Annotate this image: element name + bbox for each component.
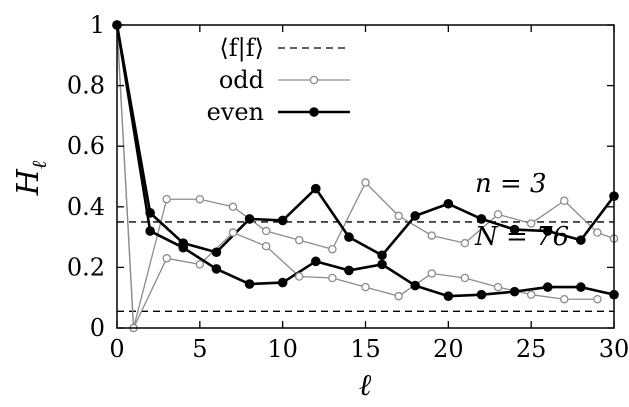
y-tick-label: 0 [90, 314, 105, 342]
data-point-odd [560, 294, 569, 304]
data-point-even [244, 214, 255, 224]
data-point-odd [162, 254, 171, 263]
data-point-even [244, 279, 255, 289]
data-point-even [311, 256, 321, 267]
data-point-odd [261, 241, 271, 251]
data-point-odd [460, 273, 470, 283]
data-point-even [145, 226, 155, 236]
legend-label-2: even [207, 98, 264, 126]
y-tick-label: 0.6 [67, 132, 105, 160]
data-point-even [344, 232, 354, 242]
data-point-odd [460, 238, 470, 248]
annotation-n3: n = 3 [475, 169, 547, 199]
x-tick-label: 20 [433, 335, 464, 363]
data-point-odd [294, 272, 304, 281]
data-point-even [576, 282, 586, 292]
axis-ticks: 0 5 10 15 20 25 30 0 0.2 0.4 0.6 0.8 1 [67, 11, 629, 363]
y-tick-label: 1 [90, 11, 105, 39]
annotation-n76: N = 76 [474, 222, 569, 252]
x-tick-label: 0 [109, 335, 124, 363]
legend-swatch-even-marker [309, 107, 319, 117]
x-tick-label: 10 [267, 335, 298, 363]
legend-label-0: ⟨f|f⟩ [219, 34, 264, 63]
data-point-odd [427, 269, 437, 278]
data-point-odd [294, 235, 304, 245]
series-line-even-2 [115, 24, 616, 257]
data-point-odd [526, 290, 536, 299]
data-point-odd [228, 202, 238, 212]
data-point-even [443, 198, 454, 209]
data-point-odd [560, 196, 569, 205]
data-point-even [576, 235, 586, 245]
data-point-even [542, 282, 553, 292]
data-point-even [377, 259, 387, 270]
legend: ⟨f|f⟩ odd even [207, 34, 350, 126]
data-point-odd [427, 231, 437, 240]
y-axis-label-sub: ℓ [27, 160, 51, 169]
data-point-odd [493, 282, 503, 292]
data-point-odd [328, 244, 337, 254]
data-point-even [211, 264, 222, 274]
data-point-even [145, 208, 155, 218]
data-point-even [344, 265, 354, 276]
series-markers [112, 20, 619, 333]
data-point-even [509, 286, 520, 297]
data-point-even [476, 214, 487, 224]
data-point-odd [261, 226, 271, 236]
x-tick-label: 25 [516, 335, 547, 363]
data-point-odd [394, 291, 403, 301]
data-point-even [443, 291, 454, 301]
data-point-even [377, 250, 387, 261]
data-point-odd [493, 210, 503, 219]
data-point-odd [228, 228, 238, 237]
data-point-even [410, 211, 421, 221]
data-point-odd [593, 294, 602, 304]
legend-label-1: odd [219, 66, 264, 94]
data-point-even [542, 226, 553, 236]
data-point-even [311, 183, 321, 194]
y-tick-label: 0.2 [67, 253, 105, 281]
x-axis-label: ℓ [359, 368, 372, 403]
x-tick-label: 5 [192, 335, 207, 363]
data-point-odd [361, 282, 370, 292]
data-point-even [476, 289, 487, 300]
data-point-odd [162, 194, 171, 204]
data-point-even [211, 247, 222, 258]
data-point-even [509, 224, 520, 235]
data-point-odd [394, 211, 403, 221]
y-axis-label: Hℓ [11, 160, 51, 196]
legend-swatch-odd-marker [309, 75, 319, 85]
series-line-even-3 [115, 24, 615, 298]
data-point-even [277, 215, 288, 226]
y-axis-label-main: H [11, 168, 46, 196]
data-point-odd [328, 273, 337, 283]
data-point-odd [593, 228, 602, 237]
data-point-even [178, 242, 189, 253]
y-tick-label: 0.4 [67, 193, 105, 221]
data-point-odd [361, 178, 370, 187]
x-tick-label: 30 [599, 335, 629, 363]
data-point-odd [195, 194, 205, 204]
data-point-odd [526, 219, 536, 228]
data-point-odd [195, 260, 205, 269]
y-tick-label: 0.8 [67, 72, 105, 100]
x-tick-label: 15 [350, 335, 381, 363]
data-point-even [410, 280, 421, 291]
data-point-even [277, 277, 288, 288]
svg-text:Hℓ: Hℓ [11, 160, 51, 196]
